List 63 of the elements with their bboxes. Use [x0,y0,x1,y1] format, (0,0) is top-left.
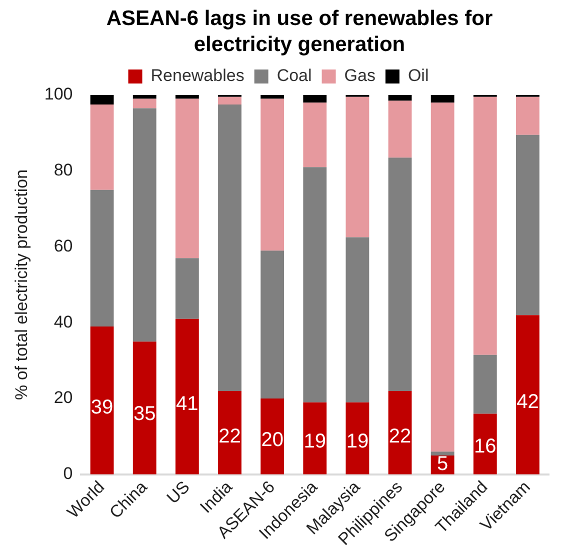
bar [473,96,497,355]
bar [218,96,242,104]
data-label: 35 [133,403,156,426]
bar [516,134,540,316]
data-label: 39 [90,396,114,418]
legend-label: Coal [276,66,312,86]
chart-title: ASEAN-6 lags in use of renewables for electricity generation [105,6,494,58]
bar [90,104,114,190]
bar [388,100,412,158]
bar [260,250,284,399]
y-tick-label: 80 [54,160,73,180]
bar [303,95,327,103]
bar [90,95,114,104]
bar [90,326,114,474]
y-tick-label: 100 [44,84,73,104]
y-tick-label: 20 [54,388,73,408]
bar [90,190,114,326]
bar [303,102,327,168]
bar [388,95,412,101]
bar [346,237,370,402]
bar [132,108,156,342]
y-tick-label: 0 [63,464,73,484]
bar [132,98,156,108]
bar [175,98,199,258]
x-tick-label: US [163,477,194,508]
bar [218,390,242,474]
bar [260,95,284,99]
data-label: 16 [474,436,496,458]
bar [516,96,540,135]
bar [260,398,284,474]
bar [132,342,156,474]
bar [303,167,327,402]
bar [516,315,540,474]
bar [303,402,327,474]
bar [218,104,242,391]
bar [430,102,454,452]
bar [388,390,412,474]
y-axis-title: % of total electricity production [12,169,31,400]
bar [473,414,497,474]
data-label: 19 [346,430,369,453]
bar [430,452,454,456]
y-tick-label: 40 [54,312,73,332]
bar [175,95,199,99]
bar [175,258,199,319]
data-label: 41 [176,392,198,415]
bar [430,95,454,103]
data-label: 5 [437,452,448,475]
data-label: 22 [388,425,412,448]
bar [175,318,199,474]
data-label: 22 [218,425,241,448]
y-tick-label: 60 [54,236,73,256]
legend-label: Oil [408,66,429,86]
bar [473,354,497,414]
bar [260,98,284,251]
legend-label: Renewables [150,66,244,86]
data-label: 19 [304,430,326,453]
bar [346,96,370,238]
bar [132,95,156,99]
bar [346,402,370,474]
legend-label: Gas [344,66,376,86]
data-label: 20 [261,428,284,451]
data-label: 42 [516,391,539,414]
bar [388,158,412,391]
